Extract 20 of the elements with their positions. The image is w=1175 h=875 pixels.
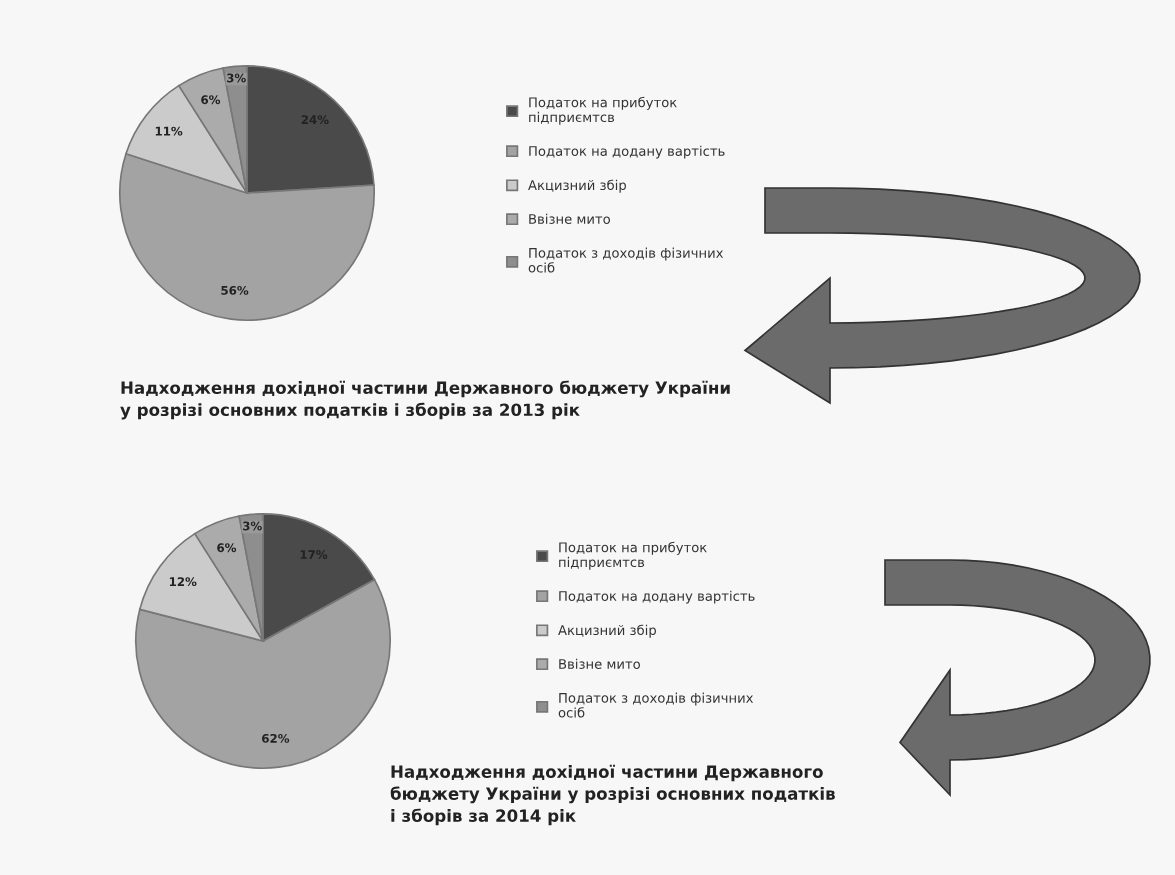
legend-label: Акцизний збір [558, 624, 656, 638]
data-label: 3% [242, 521, 262, 531]
data-label: 62% [262, 733, 290, 743]
legend-label: Акцизний збір [528, 179, 626, 193]
legend-label: Податок з доходів фізичних осіб [558, 692, 754, 718]
legend-label: Податок з доходів фізичних осіб [528, 247, 724, 273]
legend-label: Податок на прибуток підприємтсв [559, 541, 707, 570]
text: Надходження дохідної частини Державного бюджету України у розрізі основних податків і зборів за 2014 рік [390, 764, 835, 826]
data-label: 6% [217, 543, 237, 553]
legend-label: Ввізне мито [529, 213, 610, 224]
data-label: 11% [155, 126, 183, 136]
data-label: 56% [221, 285, 249, 295]
legend-label: Податок на додану вартість [529, 145, 725, 159]
legend-label: Ввізне мито [559, 658, 640, 669]
legend-label: Податок на прибуток підприємтсв [529, 96, 677, 125]
text: Надходження дохідної частини Державного бюджету України у розрізі основних податків і зборів за 2013 рік [120, 380, 730, 420]
data-label: 3% [226, 73, 246, 83]
data-label: 12% [169, 577, 197, 587]
data-label: 6% [201, 95, 221, 105]
legend-label: Податок на додану вартість [559, 590, 755, 604]
